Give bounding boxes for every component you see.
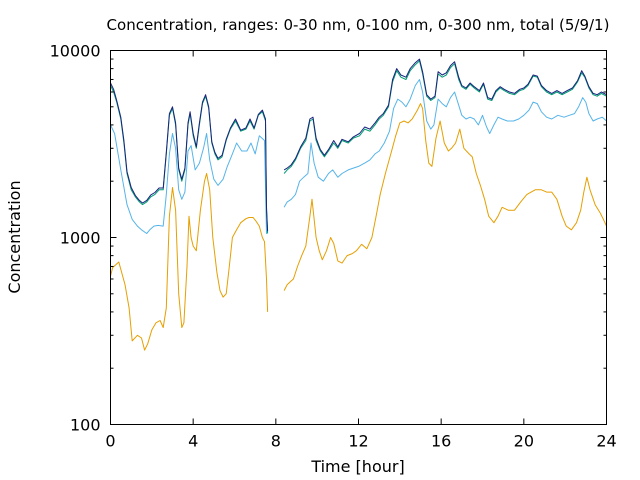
chart-title: Concentration, ranges: 0-30 nm, 0-100 nm… <box>107 16 610 34</box>
series-line-2-segment-1 <box>110 124 269 234</box>
series-line-4-segment-2 <box>283 58 607 171</box>
series-line-3-segment-1 <box>110 85 269 234</box>
y-tick-label: 100 <box>70 416 101 435</box>
series-layer <box>110 58 607 351</box>
x-tick-label: 24 <box>596 432 616 451</box>
x-tick-label: 20 <box>514 432 534 451</box>
x-tick-label: 16 <box>431 432 451 451</box>
series-line-3-segment-2 <box>283 60 607 174</box>
y-tick-label: 1000 <box>60 229 101 248</box>
series-line-1-segment-2 <box>283 103 607 291</box>
y-axis-label: Concentration <box>5 180 24 293</box>
x-tick-label: 4 <box>188 432 198 451</box>
series-line-1-segment-1 <box>110 173 269 351</box>
x-tick-label: 0 <box>105 432 115 451</box>
x-axis-label: Time [hour] <box>310 457 404 476</box>
series-line-4-segment-1 <box>110 82 269 232</box>
x-axis-ticks: 0 4 8 12 16 20 24 <box>105 50 617 451</box>
series-line-2-segment-2 <box>283 79 607 208</box>
x-tick-label: 12 <box>348 432 368 451</box>
y-axis-ticks: 100 1000 10000 <box>50 42 607 435</box>
plot-frame <box>110 50 607 425</box>
y-tick-label: 10000 <box>50 42 101 61</box>
x-tick-label: 8 <box>271 432 281 451</box>
